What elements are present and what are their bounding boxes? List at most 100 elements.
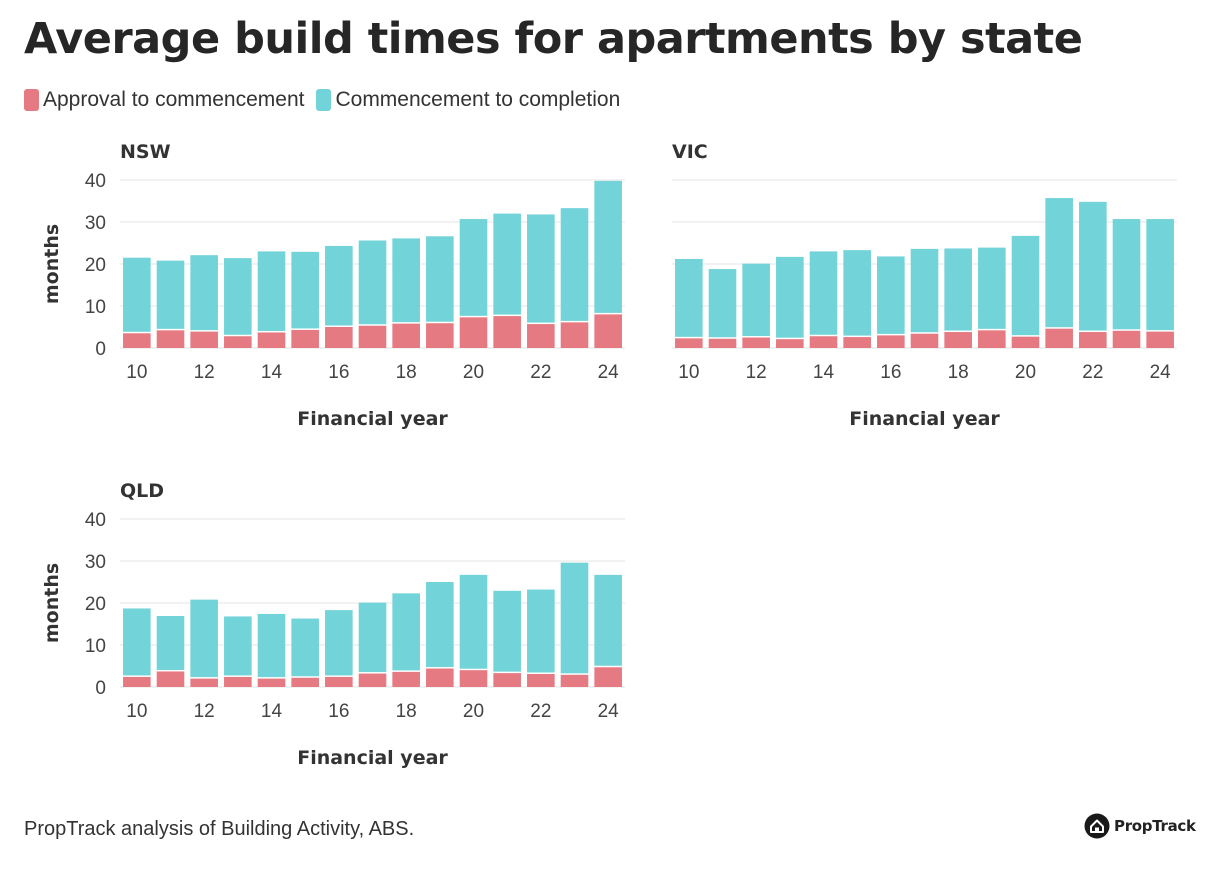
nsw-bar-completion-24 [594,180,622,313]
legend-item-approval: Approval to commencement [24,88,304,112]
qld-x-tick-label: 18 [396,701,417,722]
vic-bar-approval-17 [910,333,939,348]
vic-bar-approval-18 [944,332,972,348]
nsw-y-tick-label: 40 [85,171,106,192]
chart-title: Average build times for apartments by st… [24,14,1083,64]
vic-bar-approval-16 [877,335,905,348]
qld-bar-completion-16 [325,610,353,676]
qld-bar-approval-21 [493,673,521,687]
qld-bar-approval-23 [560,674,589,687]
qld-bar-approval-10 [123,676,151,687]
nsw-bar-approval-13 [224,336,252,348]
nsw-y-tick-label: 30 [85,213,106,234]
legend: Approval to commencement Commencement to… [24,88,632,112]
qld-x-tick-label: 14 [261,701,283,722]
panel-vic: VIC 10 12 14 16 18 20 22 24 Financial year [582,136,1192,436]
qld-x-tick-label: 22 [530,701,551,722]
qld-bar-completion-22 [527,589,555,673]
qld-bar-completion-14 [257,613,286,678]
vic-x-axis-label: Financial year [849,408,1000,430]
proptrack-logo: PropTrack [1084,813,1196,839]
panel-qld: QLD 0 10 20 30 40 months 10 12 14 16 18 20 22 24 Financ… [30,475,640,775]
qld-x-tick-label: 12 [194,701,215,722]
vic-bar-completion-19 [978,247,1006,329]
nsw-x-tick-label: 10 [126,362,147,383]
vic-bar-approval-13 [776,339,804,348]
legend-label-completion: Commencement to completion [335,88,621,111]
nsw-bar-completion-10 [123,257,151,332]
vic-x-tick-label: 18 [948,362,969,383]
vic-bar-approval-10 [675,338,703,348]
nsw-y-axis-label: months [41,224,63,304]
nsw-x-tick-label: 22 [530,362,551,383]
nsw-bar-approval-17 [358,325,387,348]
qld-bar-completion-12 [190,599,218,678]
qld-bar-completion-11 [156,616,185,670]
vic-bar-completion-24 [1146,219,1174,331]
nsw-bar-approval-14 [257,332,286,348]
vic-bar-completion-11 [708,269,737,338]
qld-bar-completion-19 [426,582,454,668]
nsw-bar-approval-24 [594,314,622,348]
qld-y-tick-label: 40 [85,510,106,531]
vic-bar-approval-24 [1146,331,1174,348]
nsw-x-tick-label: 18 [396,362,417,383]
legend-item-completion: Commencement to completion [316,88,620,112]
qld-y-axis-label: months [41,563,63,643]
nsw-bar-approval-20 [459,317,488,348]
vic-bar-completion-22 [1079,201,1107,331]
vic-bar-completion-18 [944,248,972,331]
nsw-bar-completion-15 [291,251,319,329]
nsw-bar-completion-16 [325,245,353,326]
nsw-bar-approval-10 [123,333,151,348]
vic-x-tick-label: 12 [746,362,767,383]
qld-bar-completion-24 [594,574,622,666]
qld-bar-completion-18 [392,593,420,671]
vic-chart-svg: VIC 10 12 14 16 18 20 22 24 Financial year [672,141,1177,430]
qld-bar-approval-18 [392,671,420,687]
qld-bar-approval-19 [426,668,454,687]
vic-x-tick-label: 16 [880,362,901,383]
qld-x-tick-label: 20 [463,701,484,722]
vic-bar-completion-10 [675,258,703,337]
qld-bar-approval-13 [224,676,252,687]
vic-bar-completion-16 [877,256,905,334]
nsw-bar-completion-17 [358,240,387,325]
nsw-bar-completion-14 [257,251,286,331]
nsw-bar-approval-16 [325,327,353,348]
vic-bar-completion-12 [742,263,770,336]
nsw-bar-completion-21 [493,213,521,315]
vic-bar-approval-12 [742,337,770,348]
qld-bar-completion-10 [123,608,151,676]
vic-bar-completion-23 [1112,219,1141,330]
nsw-x-tick-label: 16 [328,362,349,383]
qld-bar-approval-20 [459,670,488,687]
qld-x-tick-label: 10 [126,701,147,722]
nsw-bar-approval-11 [156,330,185,348]
nsw-y-tick-label: 20 [85,255,106,276]
qld-bar-approval-11 [156,671,185,687]
qld-bar-approval-15 [291,677,319,687]
legend-swatch-completion [316,89,332,111]
nsw-x-tick-label: 20 [463,362,484,383]
vic-x-tick-label: 10 [678,362,699,383]
qld-bar-completion-13 [224,616,252,676]
vic-bar-approval-15 [843,337,871,348]
vic-panel-title: VIC [672,141,708,163]
qld-bar-completion-17 [358,602,387,673]
qld-y-tick-label: 20 [85,594,106,615]
qld-bar-completion-23 [560,562,589,674]
nsw-bar-approval-19 [426,323,454,348]
qld-x-axis-label: Financial year [297,747,448,769]
legend-label-approval: Approval to commencement [43,88,305,111]
qld-y-tick-label: 0 [95,678,106,699]
vic-x-tick-label: 14 [813,362,835,383]
nsw-bar-completion-20 [459,219,488,316]
nsw-bar-approval-21 [493,316,521,348]
vic-bar-completion-13 [776,256,804,338]
nsw-bar-completion-12 [190,255,218,331]
nsw-bar-completion-22 [527,214,555,323]
qld-x-tick-label: 16 [328,701,349,722]
vic-bar-approval-22 [1079,332,1107,348]
vic-bar-approval-23 [1112,330,1141,348]
